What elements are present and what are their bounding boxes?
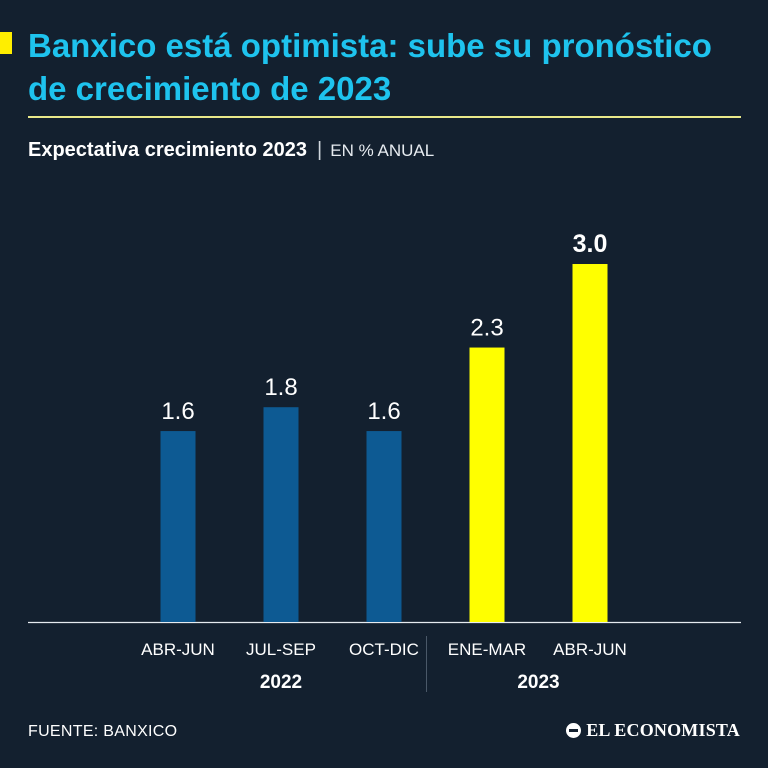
- headline: Banxico está optimista: sube su pronósti…: [28, 27, 712, 107]
- brand-logo: EL ECONOMISTA: [566, 720, 740, 741]
- value-label-2: 1.8: [264, 374, 297, 401]
- year-group-label-1: 2022: [260, 672, 302, 693]
- source-note: FUENTE: BANXICO: [28, 723, 178, 740]
- tick-label-4: ENE-MAR: [448, 640, 526, 659]
- brand-name: EL ECONOMISTA: [586, 720, 740, 740]
- value-label-1: 1.6: [161, 398, 194, 425]
- subtitle-unit: EN % ANUAL: [330, 141, 435, 160]
- bar-5: [572, 264, 608, 622]
- subtitle-separator: |: [317, 139, 323, 161]
- bar-4: [469, 347, 505, 622]
- bar-1: [160, 431, 196, 622]
- tick-label-2: JUL-SEP: [246, 640, 316, 659]
- subtitle-main: Expectativa crecimiento 2023: [28, 139, 308, 161]
- value-label-4: 2.3: [470, 315, 503, 342]
- el-economista-logo-icon: [566, 723, 582, 738]
- tick-label-1: ABR-JUN: [141, 640, 215, 659]
- chart-subtitle: Expectativa crecimiento 2023 | EN % ANUAL: [28, 139, 434, 162]
- value-label-3: 1.6: [367, 398, 400, 425]
- value-label-5: 3.0: [573, 230, 608, 258]
- year-group-label-2: 2023: [517, 672, 559, 693]
- tick-label-3: OCT-DIC: [349, 640, 419, 659]
- bar-2: [263, 407, 299, 622]
- tick-label-5: ABR-JUN: [553, 640, 627, 659]
- title-accent-bar: [0, 32, 12, 54]
- bar-3: [366, 431, 402, 622]
- headline-rule: [28, 116, 741, 118]
